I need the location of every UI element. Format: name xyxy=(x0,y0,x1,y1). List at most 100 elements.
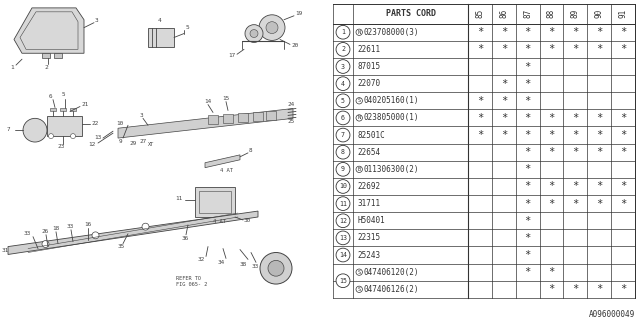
Text: 047406126(2): 047406126(2) xyxy=(364,285,419,294)
Text: *: * xyxy=(596,27,602,37)
Text: N: N xyxy=(358,30,361,35)
Text: 27: 27 xyxy=(140,139,147,144)
Text: *: * xyxy=(572,147,579,157)
Text: 6: 6 xyxy=(341,115,345,121)
Text: 13: 13 xyxy=(94,135,101,140)
Text: 87015: 87015 xyxy=(357,62,380,71)
Text: 2: 2 xyxy=(341,46,345,52)
Text: 10: 10 xyxy=(116,121,124,126)
Text: 22692: 22692 xyxy=(357,182,380,191)
Bar xyxy=(195,188,235,217)
Text: *: * xyxy=(572,44,579,54)
Text: 15: 15 xyxy=(339,278,347,284)
Text: 4: 4 xyxy=(341,81,345,87)
Text: *: * xyxy=(596,113,602,123)
Text: *: * xyxy=(596,44,602,54)
Text: 040205160(1): 040205160(1) xyxy=(364,96,419,105)
Text: 19: 19 xyxy=(295,11,302,16)
Text: *: * xyxy=(525,147,531,157)
Text: 30: 30 xyxy=(244,219,252,223)
Bar xyxy=(238,113,248,122)
Text: *: * xyxy=(477,130,483,140)
Text: 5: 5 xyxy=(341,98,345,104)
Text: 20: 20 xyxy=(291,43,298,48)
Text: *: * xyxy=(596,199,602,209)
Text: 8: 8 xyxy=(249,148,253,153)
Text: *: * xyxy=(572,199,579,209)
Bar xyxy=(253,112,263,121)
Text: *: * xyxy=(525,199,531,209)
Circle shape xyxy=(259,15,285,40)
Circle shape xyxy=(266,22,278,34)
Circle shape xyxy=(356,166,362,172)
Circle shape xyxy=(336,197,350,211)
Text: *: * xyxy=(500,96,507,106)
Text: 14: 14 xyxy=(204,99,211,104)
Bar xyxy=(333,4,635,298)
Text: 047406120(2): 047406120(2) xyxy=(364,268,419,277)
Text: 11: 11 xyxy=(339,201,347,207)
Text: 023708000(3): 023708000(3) xyxy=(364,28,419,37)
Text: S: S xyxy=(358,270,361,275)
Circle shape xyxy=(336,214,350,228)
Text: *: * xyxy=(620,199,626,209)
Text: 25243: 25243 xyxy=(357,251,380,260)
Polygon shape xyxy=(118,108,293,138)
Text: 31711: 31711 xyxy=(357,199,380,208)
Text: 91: 91 xyxy=(619,9,628,19)
Text: *: * xyxy=(548,130,555,140)
Text: 88: 88 xyxy=(547,9,556,19)
Bar xyxy=(54,53,62,58)
Text: 25: 25 xyxy=(288,119,295,124)
Text: 21: 21 xyxy=(81,102,88,107)
Circle shape xyxy=(260,252,292,284)
Text: 31: 31 xyxy=(2,248,9,253)
Polygon shape xyxy=(205,155,240,168)
Circle shape xyxy=(336,77,350,91)
Text: 4 AT: 4 AT xyxy=(220,168,233,173)
Text: 22070: 22070 xyxy=(357,79,380,88)
Circle shape xyxy=(336,231,350,245)
Text: *: * xyxy=(596,130,602,140)
Circle shape xyxy=(336,25,350,39)
Circle shape xyxy=(356,115,362,121)
Circle shape xyxy=(336,128,350,142)
Text: 22611: 22611 xyxy=(357,45,380,54)
Text: 33: 33 xyxy=(24,231,31,236)
Text: 11: 11 xyxy=(175,196,182,201)
Text: 23: 23 xyxy=(57,144,64,149)
Text: *: * xyxy=(525,250,531,260)
Text: *: * xyxy=(477,113,483,123)
Text: *: * xyxy=(548,147,555,157)
Text: *: * xyxy=(572,130,579,140)
Bar xyxy=(199,191,231,213)
Text: 33: 33 xyxy=(252,264,259,269)
Text: 85: 85 xyxy=(476,9,484,19)
Text: 3: 3 xyxy=(140,113,143,118)
Circle shape xyxy=(356,98,362,104)
Text: *: * xyxy=(525,164,531,174)
Circle shape xyxy=(49,134,54,139)
Text: *: * xyxy=(500,44,507,54)
Text: 8: 8 xyxy=(341,149,345,155)
Text: *: * xyxy=(477,44,483,54)
Text: 4: 4 xyxy=(158,18,162,23)
Text: *: * xyxy=(620,181,626,191)
Text: *: * xyxy=(572,113,579,123)
Text: 10: 10 xyxy=(339,183,347,189)
Polygon shape xyxy=(14,8,84,53)
Text: 35: 35 xyxy=(118,244,125,249)
Text: 22654: 22654 xyxy=(357,148,380,157)
Text: *: * xyxy=(525,96,531,106)
Text: 16: 16 xyxy=(84,222,92,228)
Text: 011306300(2): 011306300(2) xyxy=(364,165,419,174)
Text: *: * xyxy=(525,27,531,37)
Text: 12: 12 xyxy=(339,218,347,224)
Text: *: * xyxy=(525,79,531,89)
Bar xyxy=(50,108,56,111)
Text: *: * xyxy=(525,113,531,123)
Text: 15: 15 xyxy=(222,96,229,101)
Text: 22: 22 xyxy=(91,121,99,126)
Text: REFER TO
FIG 065- 2: REFER TO FIG 065- 2 xyxy=(176,276,207,287)
Text: *: * xyxy=(525,61,531,71)
